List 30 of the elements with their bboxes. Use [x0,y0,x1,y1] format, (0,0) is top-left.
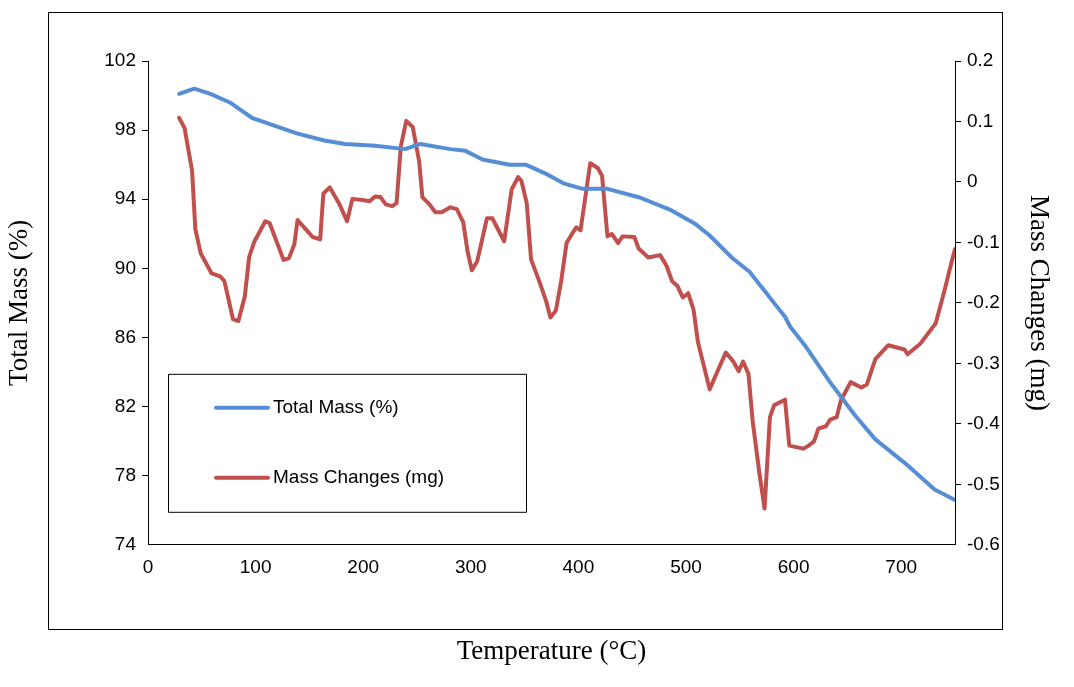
y-axis-title: Total Mass (%) [3,219,34,386]
x-tick-label: 0 [142,556,154,578]
legend-label: Total Mass (%) [273,396,399,418]
y-tick-label: 82 [114,394,136,416]
x-tick-label: 100 [239,556,272,578]
x-tick-label: 400 [562,556,595,578]
y2-tick-label: -0.5 [967,472,1000,494]
y2-tick-label: -0.1 [967,230,1000,252]
y2-tick-label: -0.4 [967,412,1001,434]
y-tick-label: 74 [114,533,137,555]
x-axis-title: Temperature (°C) [456,634,647,665]
x-tick-label: 500 [670,556,702,578]
y2-tick-label: -0.3 [967,351,1000,373]
y-tick-label: 86 [114,325,136,347]
y2-tick-label: -0.2 [967,291,1000,313]
y-tick-label: 90 [114,256,136,278]
legend-label: Mass Changes (mg) [273,466,445,488]
y2-tick-label: 0.2 [967,49,994,71]
x-tick-label: 700 [885,556,918,578]
y-tick-label: 78 [114,463,136,485]
y2-tick-label: -0.6 [967,533,1000,555]
y2-tick-label: 0 [967,170,978,192]
x-tick-label: 600 [777,556,810,578]
y2-tick-label: 0.1 [967,109,994,131]
y2-axis-title: Mass Changes (mg) [1024,194,1055,411]
y-tick-label: 98 [114,118,136,140]
x-tick-label: 200 [347,556,380,578]
x-tick-label: 300 [454,556,487,578]
y-tick-label: 102 [104,49,136,71]
y-tick-label: 94 [114,187,137,209]
